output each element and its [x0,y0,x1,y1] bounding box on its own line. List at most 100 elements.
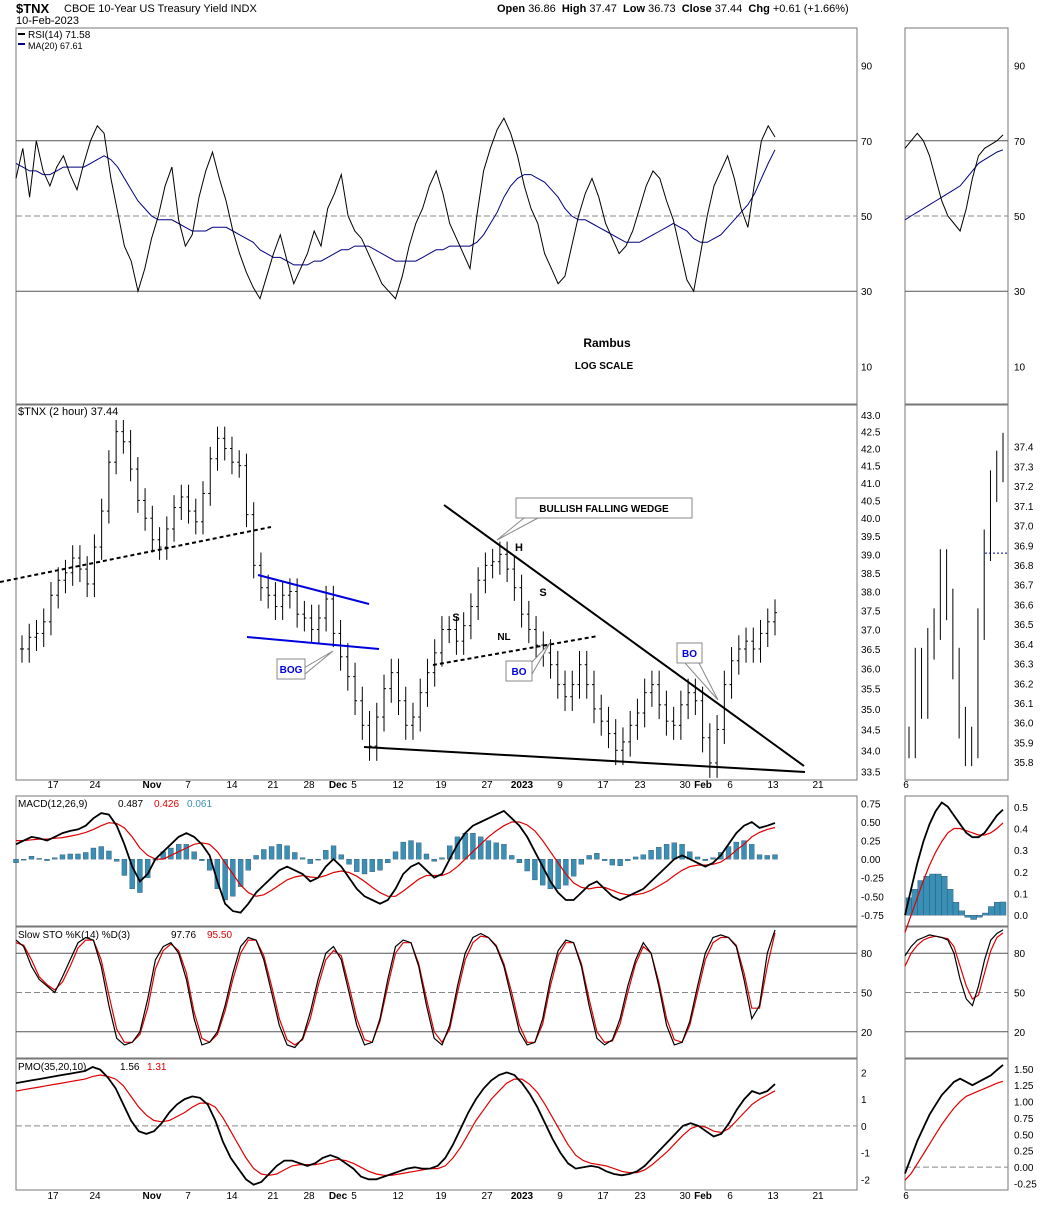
macd-tick-label: -0.75 [861,911,884,922]
macd-hist-bar [44,858,50,861]
macd-hist-bar [493,842,499,860]
inset-pmo-tick-label: 1.25 [1014,1081,1034,1092]
price-tick-label: 39.0 [861,550,881,561]
macd-hist-bar [121,858,128,876]
macd-hist-bar [369,858,375,872]
pmo-tick-label: 1 [861,1095,867,1106]
inset-macd-hist-bar [982,912,989,916]
bog-callout-label: BOG [280,665,303,676]
macd-tick-label: -0.50 [861,892,884,903]
inset-pmo-tick-label: 1.50 [1014,1065,1034,1076]
x-tick-label: 2023 [511,780,534,791]
macd-hist-bar [307,858,313,864]
bog-upper-line [257,574,370,605]
inset-rsi-tick-label: 50 [1014,212,1026,223]
macd-hist-bar [191,851,197,860]
macd-hist-bar [516,858,523,864]
macd-hist-bar [385,858,391,864]
macd-hist-bar [315,858,321,861]
ohlc-summary: Open 36.86 High 37.47 Low 36.73 Close 37… [497,3,849,15]
macd-hist-bar [524,858,530,872]
inset-sto-d-line [904,932,1004,1000]
macd-hist-bar [563,858,569,886]
inset-frame-rsi [904,27,1009,405]
price-tick-label: 41.0 [861,479,881,490]
rsi-tick-label: 70 [861,137,873,148]
x-tick-label: 7 [185,780,191,791]
macd-hist-bar [323,850,329,860]
macd-hist-bar [764,855,770,860]
macd-hist-bar [625,858,631,861]
macd-hist-bar [749,844,755,860]
bog-lower-line [246,636,380,650]
inset-macd-tick-label: 0.5 [1014,803,1028,814]
rsi-tick-label: 90 [861,62,873,73]
macd-hist-bar [67,853,73,860]
x-tick-label: 14 [226,1191,238,1202]
macd-hist-bar [230,858,236,897]
macd-signal-value: 0.426 [154,799,179,810]
macd-hist-bar [741,840,747,860]
price-tick-label: 40.5 [861,496,881,507]
macd-hist-bar [168,847,174,860]
sto-d-value: 95.50 [207,930,232,941]
price-tick-label: 38.5 [861,569,881,580]
sto-k-value: 97.76 [171,930,196,941]
macd-hist-bar [377,858,383,871]
macd-hist-bar [478,836,484,860]
x-tick-label: 13 [767,1191,779,1202]
ma-legend: MA(20) 67.61 [28,41,83,51]
inset-macd-tick-label: 0.2 [1014,868,1028,879]
rsi-tick-label: 30 [861,287,873,298]
x-tick-label: 6 [727,1191,733,1202]
inset-price-tick-label: 36.5 [1014,620,1034,631]
price-tick-label: 42.0 [861,445,881,456]
symbol: $TNX [16,1,50,16]
wedge-lower-line [363,746,806,773]
x-tick-label: 21 [812,780,824,791]
macd-hist-bar [28,856,35,860]
inset-price-tick-label: 37.1 [1014,502,1034,513]
macd-hist-bar [338,854,344,860]
instrument-name: CBOE 10-Year US Treasury Yield INDX [64,3,257,15]
x-tick-label: 5 [351,1191,357,1202]
macd-hist-bar [702,858,708,861]
inset-pmo-signal-line [904,1080,1004,1181]
inset-macd-tick-label: 0.1 [1014,890,1028,901]
x-tick-label: 30 [679,1191,691,1202]
macd-hist-bar [36,858,42,860]
inset-pmo-tick-label: -0.25 [1014,1179,1037,1190]
pmo-tick-label: 0 [861,1122,867,1133]
macd-hist-bar [129,858,135,890]
macd-hist-bar [609,858,616,866]
macd-hist-bar [408,840,414,860]
macd-hist-bar [330,845,337,860]
inset-price-tick-label: 37.3 [1014,462,1034,473]
x-tick-label: 2023 [511,1191,534,1202]
macd-hist-value: 0.061 [187,799,212,810]
x-tick-label: Nov [143,780,162,791]
inset-pmo-tick-label: 0.50 [1014,1130,1034,1141]
x-tick-label: Feb [694,1191,712,1202]
rsi-legend-swatch [18,33,25,35]
inset-x-tick-label: 6 [903,780,909,791]
inset-rsi-tick-label: 10 [1014,362,1026,373]
x-tick-label: Feb [694,780,712,791]
inset-macd-hist-bar [923,876,930,916]
macd-hist-bar [245,858,251,871]
pmo-tick-label: -1 [861,1149,870,1160]
inset-macd-hist-bar [952,902,960,916]
macd-hist-bar [756,854,763,860]
price-tick-label: 34.0 [861,746,881,757]
bo-callout-1-box [505,660,533,682]
inset-pmo-tick-label: 1.00 [1014,1098,1034,1109]
bullish-falling-wedge-callout-label: BULLISH FALLING WEDGE [539,504,669,515]
inset-macd-hist-bar [964,915,971,918]
x-tick-label: 7 [185,1191,191,1202]
macd-hist-bar [253,855,259,860]
inset-macd-hist-bar [917,880,924,916]
head-label: H [515,542,523,554]
pmo-signal-value: 1.31 [147,1062,167,1073]
macd-hist-bar [431,858,437,862]
inset-sto-tick-label: 50 [1014,989,1026,1000]
